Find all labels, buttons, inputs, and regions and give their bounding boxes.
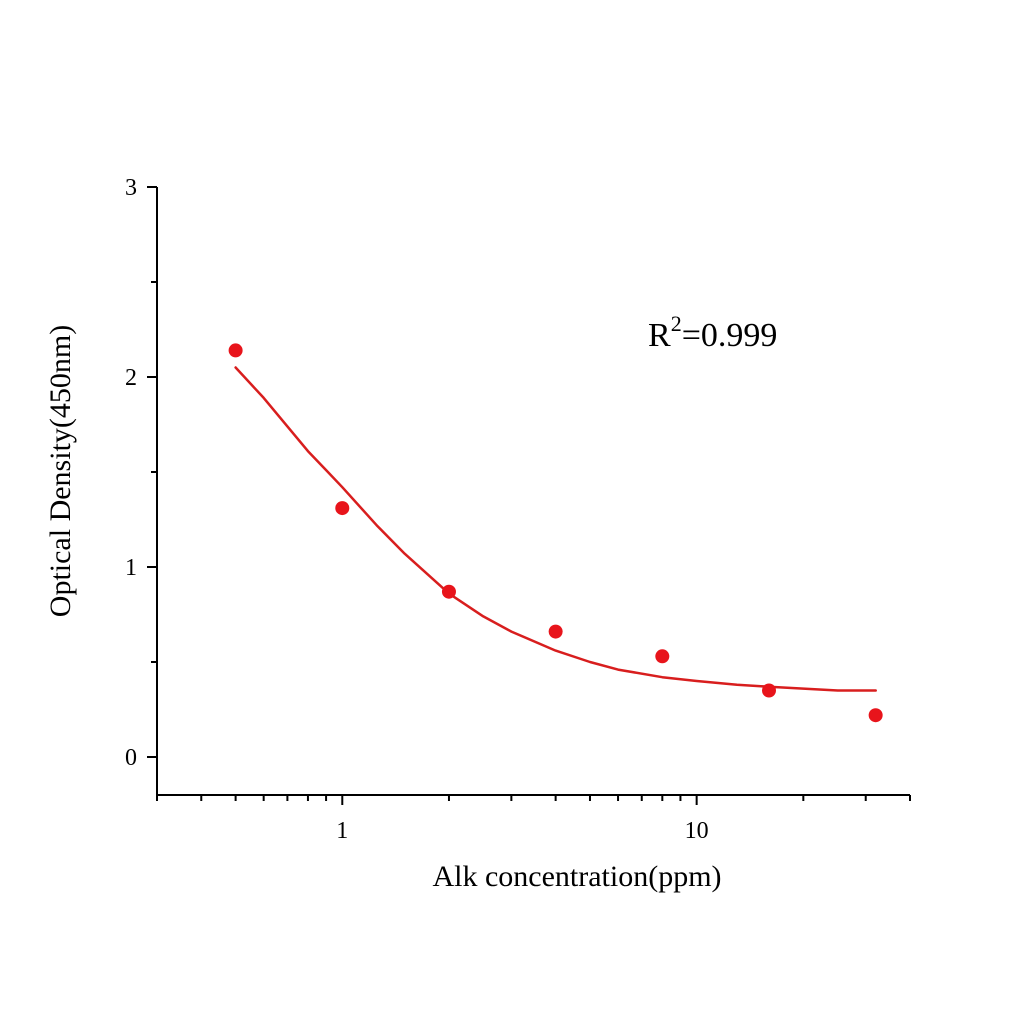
r-squared-superscript: 2 (671, 311, 682, 336)
data-point (761, 683, 776, 698)
y-tick-label: 3 (125, 175, 137, 201)
chart-series (228, 343, 883, 723)
y-tick-label: 0 (125, 745, 137, 771)
r-squared-value: =0.999 (682, 317, 778, 354)
y-tick-label: 1 (125, 555, 137, 581)
fit-curve (234, 366, 877, 692)
x-tick-label: 1 (336, 818, 348, 844)
data-point (868, 708, 883, 723)
data-point (548, 624, 563, 639)
data-point (655, 649, 670, 664)
chart-axes (156, 187, 910, 796)
chart-ticks (147, 186, 911, 805)
x-tick-label: 10 (685, 818, 709, 844)
data-point (228, 343, 243, 358)
r-squared-base: R (648, 317, 671, 354)
x-axis-title: Alk concentration(ppm) (432, 860, 721, 893)
chart-tick-labels: 0 1 2 3 1 10 (125, 175, 709, 844)
data-point (441, 584, 456, 599)
y-axis-title: Optical Density(450nm) (44, 325, 77, 617)
r-squared-annotation: R2=0.999 (648, 311, 777, 354)
data-point (335, 501, 350, 516)
y-tick-label: 2 (125, 365, 137, 391)
